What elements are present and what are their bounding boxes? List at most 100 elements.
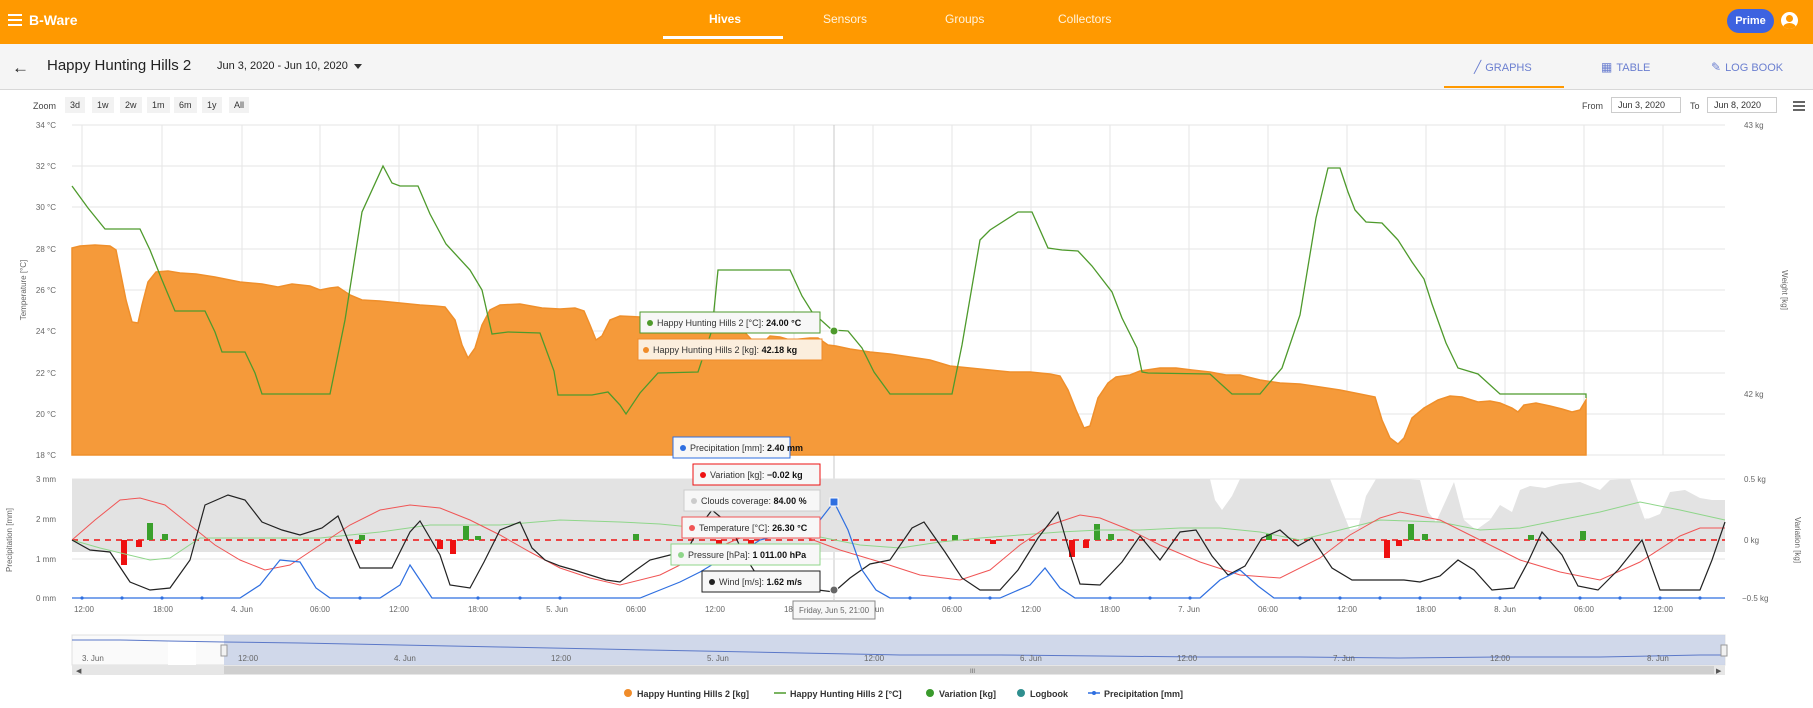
temperature-line-series xyxy=(71,164,1587,416)
tooltip-label: Pressure [hPa]: xyxy=(688,550,753,560)
x-tick: 06:00 xyxy=(626,605,647,614)
x-tick: 12:00 xyxy=(1021,605,1042,614)
x-tick: 06:00 xyxy=(1258,605,1279,614)
hive-header: ← Happy Hunting Hills 2 Jun 3, 2020 - Ju… xyxy=(0,44,1813,90)
range-from-input[interactable]: Jun 3, 2020 xyxy=(1611,97,1681,113)
tooltip-pressure: Pressure [hPa]: 1 011.00 hPa xyxy=(670,543,821,566)
svg-text:Happy Hunting Hills 2 [°C]: 24: Happy Hunting Hills 2 [°C]: 24.00 °C xyxy=(657,318,802,328)
account-icon[interactable] xyxy=(1781,12,1798,29)
svg-text:▶: ▶ xyxy=(1716,668,1722,675)
variation-tick: 0.5 kg xyxy=(1744,475,1766,484)
precip-tick: 0 mm xyxy=(36,594,56,603)
tab-graphs-label: GRAPHS xyxy=(1485,62,1532,74)
tooltip-value: 24.00 °C xyxy=(766,318,802,328)
pencil-icon: ✎ xyxy=(1711,60,1722,74)
tab-graphs[interactable]: ╱ GRAPHS xyxy=(1474,60,1532,74)
crosshair-date: Friday, Jun 5, 21:00 xyxy=(799,606,870,615)
nav-label: 4. Jun xyxy=(394,654,416,663)
x-tick: 12:00 xyxy=(1653,605,1674,614)
tooltip-label: Clouds coverage: xyxy=(701,496,774,506)
nav-label: 12:00 xyxy=(864,654,885,663)
navigator-labels: 3. Jun 12:00 4. Jun 12:00 5. Jun 12:00 6… xyxy=(82,654,1669,663)
temperature-hover-marker xyxy=(829,326,839,336)
hive-title: Happy Hunting Hills 2 xyxy=(47,57,192,74)
zoom-1m-button[interactable]: 1m xyxy=(147,97,170,113)
tooltip-value: 1.62 m/s xyxy=(767,577,803,587)
precipitation-hover-marker xyxy=(829,497,839,507)
tooltip-variation: Variation [kg]: −0.02 kg xyxy=(692,463,821,486)
svg-text:Variation [kg]: −0.02 kg: Variation [kg]: −0.02 kg xyxy=(710,470,803,480)
tooltip-label: Happy Hunting Hills 2 [°C]: xyxy=(657,318,766,328)
pressure-line-series xyxy=(71,501,1726,561)
nav-tab-sensors[interactable]: Sensors xyxy=(823,12,868,26)
wind-line-series xyxy=(71,494,1726,593)
top-tooltip-weight: Happy Hunting Hills 2 [kg]: 42.18 kg xyxy=(637,338,823,361)
tooltip-precipitation: Precipitation [mm]: 2.40 mm xyxy=(672,436,803,459)
tooltip-value: 26.30 °C xyxy=(772,523,808,533)
precip-tick: 3 mm xyxy=(36,475,56,484)
x-tick: 18:00 xyxy=(1100,605,1121,614)
nav-active-indicator xyxy=(663,36,783,39)
nav-label: 8. Jun xyxy=(1647,654,1669,663)
range-to-input[interactable]: Jun 8, 2020 xyxy=(1707,97,1777,113)
top-ylabel-left: Temperature [°C] xyxy=(19,260,28,321)
tab-table[interactable]: ▦ TABLE xyxy=(1601,60,1650,74)
temp-tick: 20 °C xyxy=(36,410,56,419)
x-tick: 18:00 xyxy=(468,605,489,614)
temp-tick: 24 °C xyxy=(36,327,56,336)
svg-text:Pressure [hPa]: 1 011.00 hPa: Pressure [hPa]: 1 011.00 hPa xyxy=(688,550,807,560)
weather-temperature-line xyxy=(71,497,1725,586)
zoom-1y-button[interactable]: 1y xyxy=(202,97,222,113)
range-from-label: From xyxy=(1582,101,1603,111)
chart-export-menu-icon[interactable] xyxy=(1793,101,1805,111)
temp-tick: 32 °C xyxy=(36,162,56,171)
tab-logbook-label: LOG BOOK xyxy=(1725,62,1784,74)
svg-text:Happy Hunting Hills 2 [kg]: 42: Happy Hunting Hills 2 [kg]: 42.18 kg xyxy=(653,345,797,355)
nav-tab-collectors[interactable]: Collectors xyxy=(1058,12,1112,26)
weight-tick: 43 kg xyxy=(1744,121,1764,130)
x-tick: 12:00 xyxy=(74,605,95,614)
bottom-chart-grid xyxy=(72,478,1725,599)
tooltip-label: Happy Hunting Hills 2 [kg]: xyxy=(653,345,762,355)
nav-label: 3. Jun xyxy=(82,654,104,663)
tab-logbook[interactable]: ✎ LOG BOOK xyxy=(1711,60,1783,74)
back-arrow-icon[interactable]: ← xyxy=(12,58,29,77)
prime-button[interactable]: Prime xyxy=(1727,9,1774,33)
tab-table-label: TABLE xyxy=(1616,62,1651,74)
zoom-3d-button[interactable]: 3d xyxy=(65,97,86,113)
tooltip-value: 2.40 mm xyxy=(767,443,803,453)
x-tick: 6. Jun xyxy=(862,605,884,614)
svg-text:Clouds coverage: 84.00 %: Clouds coverage: 84.00 % xyxy=(701,496,807,506)
legend-variation: Variation [kg] xyxy=(939,689,996,699)
temp-tick: 22 °C xyxy=(36,369,56,378)
legend-logbook-icon xyxy=(1017,689,1025,697)
svg-text:Temperature [°C]: 26.30 °C: Temperature [°C]: 26.30 °C xyxy=(699,523,808,533)
tooltip-value: −0.02 kg xyxy=(767,470,803,480)
precip-tick: 2 mm xyxy=(36,515,56,524)
nav-tab-groups[interactable]: Groups xyxy=(945,12,985,26)
nav-label: 12:00 xyxy=(551,654,572,663)
tooltip-label: Temperature [°C]: xyxy=(699,523,772,533)
x-tick: 18:00 xyxy=(1416,605,1437,614)
svg-text:Wind [m/s]: 1.62 m/s: Wind [m/s]: 1.62 m/s xyxy=(719,577,802,587)
zoom-all-button[interactable]: All xyxy=(229,97,250,113)
menu-icon[interactable] xyxy=(8,14,22,26)
tooltip-value: 42.18 kg xyxy=(762,345,798,355)
zoom-2w-button[interactable]: 2w xyxy=(120,97,142,113)
nav-tab-hives[interactable]: Hives xyxy=(709,12,742,26)
weight-tick: 42 kg xyxy=(1744,390,1764,399)
date-range-selector[interactable]: Jun 3, 2020 - Jun 10, 2020 xyxy=(217,60,362,72)
line-chart-icon: ╱ xyxy=(1474,60,1482,74)
x-tick: 5. Jun xyxy=(546,605,568,614)
x-tick: 18:00 xyxy=(153,605,174,614)
zoom-1w-button[interactable]: 1w xyxy=(92,97,114,113)
tooltip-label: Wind [m/s]: xyxy=(719,577,767,587)
app-brand[interactable]: B-Ware xyxy=(29,12,78,28)
zoom-6m-button[interactable]: 6m xyxy=(174,97,197,113)
temp-tick: 18 °C xyxy=(36,451,56,460)
wind-hover-marker xyxy=(829,585,839,595)
nav-label: 12:00 xyxy=(1177,654,1198,663)
bottom-ylabel-left: Precipitation [mm] xyxy=(5,508,14,572)
x-axis-labels: 12:00 18:00 4. Jun 06:00 12:00 18:00 5. … xyxy=(74,605,1674,614)
legend-weight-icon xyxy=(624,689,632,697)
